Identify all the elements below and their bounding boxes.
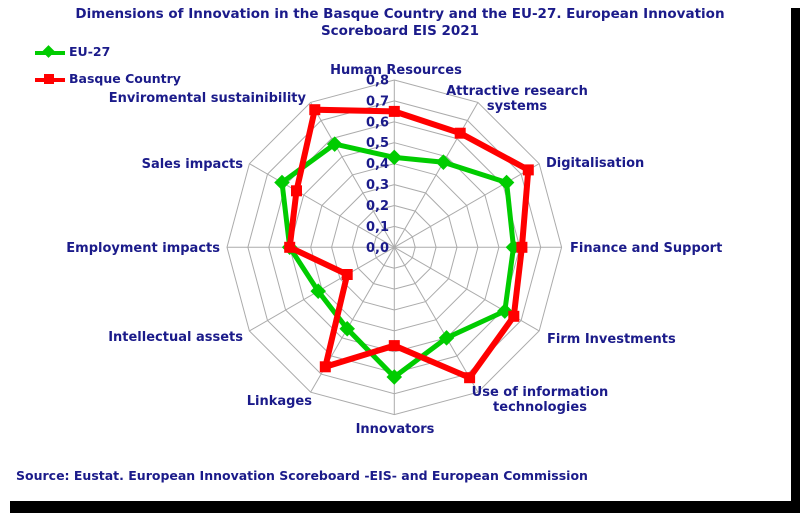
- square-marker-icon: [388, 105, 400, 117]
- legend-item-basque: Basque Country: [35, 65, 181, 92]
- diamond-marker-icon: [339, 320, 355, 337]
- legend: EU-27 Basque Country: [35, 38, 181, 92]
- axis-label-use-of-information-technologies: Use of information technologies: [472, 385, 609, 415]
- radial-tick-label: 0,2: [366, 199, 389, 214]
- square-marker-icon: [464, 372, 476, 384]
- axis-label-intellectual-assets: Intellectual assets: [108, 330, 243, 345]
- frame-shadow-bottom: [10, 501, 800, 513]
- legend-label-eu27: EU-27: [69, 44, 111, 59]
- grid-spoke: [393, 247, 479, 393]
- square-marker-icon: [291, 185, 302, 197]
- square-marker-icon: [454, 127, 466, 139]
- axis-label-finance-and-support: Finance and Support: [570, 241, 722, 256]
- diamond-marker-icon: [326, 136, 343, 152]
- axis-label-firm-investments: Firm Investments: [547, 332, 676, 347]
- grid-spoke: [310, 102, 395, 248]
- chart-title-line2: Scoreboard EIS 2021: [320, 23, 480, 39]
- grid-spoke: [393, 102, 479, 248]
- radial-tick-label: 0,4: [366, 157, 389, 172]
- radial-axis-labels: 0,0 0,1 0,2 0,3 0,4 0,5 0,6 0,7 0,8: [366, 74, 389, 256]
- source-note: Source: Eustat. European Innovation Scor…: [16, 468, 588, 483]
- legend-label-basque: Basque Country: [69, 71, 181, 86]
- square-marker-icon: [522, 164, 534, 176]
- grid-spoke: [249, 163, 395, 248]
- series-basque-country: [284, 104, 534, 384]
- legend-item-eu27: EU-27: [35, 38, 181, 65]
- radial-tick-label: 0,1: [366, 220, 389, 235]
- basque-line-square-icon: [35, 73, 65, 85]
- square-marker-icon: [341, 269, 353, 280]
- diamond-marker-icon: [386, 149, 403, 166]
- chart-title: Dimensions of Innovation in the Basque C…: [40, 6, 760, 40]
- diamond-marker-icon: [274, 174, 290, 191]
- radial-tick-label: 0,0: [366, 241, 389, 256]
- diamond-marker-icon: [498, 174, 515, 191]
- category-axis-labels: Human Resources Attractive research system…: [66, 63, 722, 437]
- axis-label-linkages: Linkages: [247, 394, 313, 409]
- axis-label-digitalisation: Digitalisation: [546, 156, 644, 171]
- square-marker-icon: [388, 340, 400, 352]
- axis-label-sales-impacts: Sales impacts: [142, 157, 244, 172]
- radial-tick-label: 0,3: [366, 178, 389, 193]
- square-marker-icon: [508, 310, 520, 322]
- axis-label-innovators: Innovators: [356, 422, 435, 437]
- grid-spoke: [394, 163, 540, 248]
- square-marker-icon: [516, 241, 528, 253]
- square-marker-icon: [284, 241, 296, 253]
- diamond-marker-icon: [438, 330, 455, 346]
- diamond-marker-icon: [435, 154, 452, 170]
- square-marker-icon: [319, 361, 331, 373]
- axis-label-attractive-research-systems: Attractive research systems: [446, 84, 588, 114]
- square-marker-icon: [309, 104, 321, 116]
- radial-tick-label: 0,7: [366, 94, 389, 109]
- axis-label-human-resources: Human Resources: [330, 63, 462, 78]
- frame-shadow-right: [791, 8, 800, 513]
- radial-tick-label: 0,8: [366, 74, 389, 89]
- axis-label-employment-impacts: Employment impacts: [66, 241, 220, 256]
- axis-label-enviromental-sustainibility: Enviromental sustainibility: [109, 91, 307, 106]
- radial-tick-label: 0,5: [366, 136, 389, 151]
- chart-title-line1: Dimensions of Innovation in the Basque C…: [75, 6, 725, 22]
- radial-tick-label: 0,6: [366, 115, 389, 130]
- eu27-line-diamond-icon: [35, 44, 65, 58]
- diamond-marker-icon: [310, 283, 326, 299]
